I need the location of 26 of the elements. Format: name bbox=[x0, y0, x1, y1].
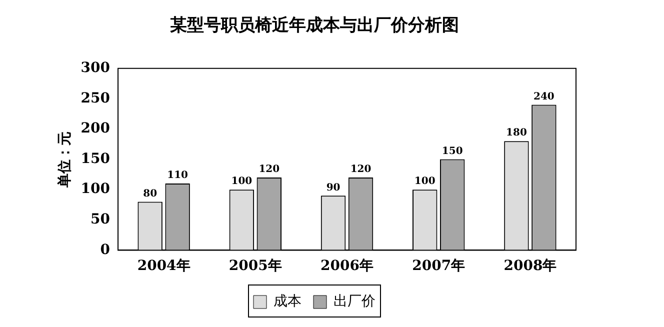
x-tick-label: 2007年 bbox=[412, 258, 466, 274]
y-tick-label: 150 bbox=[80, 150, 110, 167]
y-axis-title: 单位：元 bbox=[57, 131, 74, 188]
y-tick-label: 100 bbox=[80, 181, 110, 198]
y-tick-label: 0 bbox=[100, 242, 110, 258]
data-label: 120 bbox=[350, 164, 372, 176]
data-label: 100 bbox=[231, 176, 252, 188]
data-label: 110 bbox=[167, 170, 188, 182]
x-tick-label: 2008年 bbox=[504, 258, 557, 274]
data-label: 80 bbox=[143, 188, 158, 200]
y-tick-label: 50 bbox=[90, 212, 110, 228]
legend-label: 成本 bbox=[274, 294, 302, 310]
data-label: 180 bbox=[506, 128, 527, 139]
x-tick-label: 2005年 bbox=[228, 258, 282, 274]
data-label: 150 bbox=[442, 146, 463, 157]
data-label: 240 bbox=[534, 91, 554, 102]
y-tick-label: 200 bbox=[80, 120, 110, 137]
data-label: 90 bbox=[326, 182, 340, 194]
chart-title: 某型号职员椅近年成本与出厂价分析图 bbox=[169, 16, 459, 36]
y-tick-label: 300 bbox=[80, 60, 110, 76]
data-label: 100 bbox=[414, 176, 436, 188]
x-tick-label: 2004年 bbox=[137, 258, 190, 274]
y-tick-label: 250 bbox=[80, 90, 110, 106]
x-tick-label: 2006年 bbox=[320, 258, 374, 274]
legend-label: 出厂价 bbox=[334, 294, 376, 310]
data-label: 120 bbox=[258, 164, 280, 176]
